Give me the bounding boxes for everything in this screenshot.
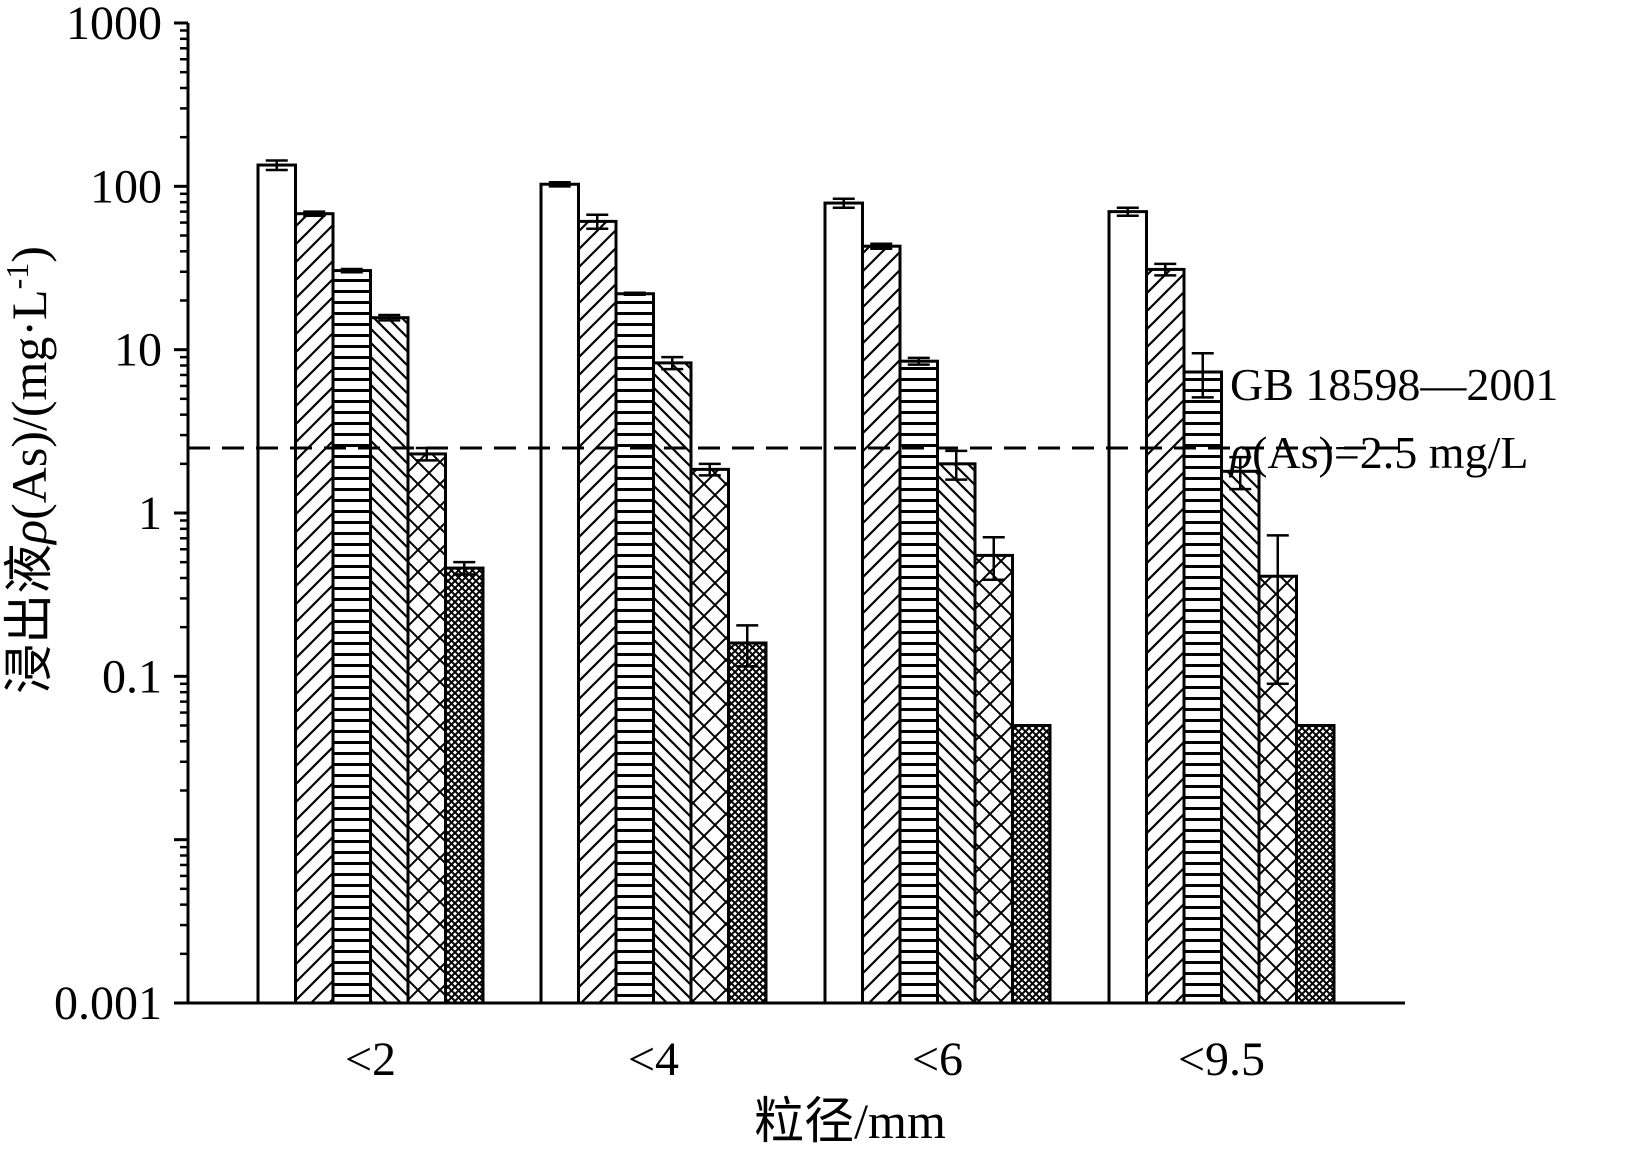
bar-2-4 bbox=[652, 361, 693, 1005]
bar-4-4 bbox=[1220, 469, 1261, 1005]
bar-3-6 bbox=[1011, 724, 1052, 1005]
y-tick-label: 0.1 bbox=[102, 650, 162, 703]
bar-3-5 bbox=[973, 553, 1014, 1005]
bar-3-2 bbox=[861, 244, 902, 1005]
bar-3-1 bbox=[823, 201, 864, 1005]
bar-4-6 bbox=[1295, 724, 1336, 1005]
x-tick-label: <9.5 bbox=[1178, 1033, 1265, 1086]
y-tick-label: 10 bbox=[114, 324, 162, 377]
x-tick-label: <2 bbox=[345, 1033, 396, 1086]
axes-layer: <2 <4 <6 <9.5 0.001 0.1 1 10 100 1000 bbox=[54, 0, 1405, 1086]
x-tick-label: <4 bbox=[628, 1033, 679, 1086]
bar-1-5 bbox=[406, 452, 447, 1005]
bar-1-1 bbox=[256, 163, 297, 1005]
y-tick-label: 100 bbox=[90, 160, 162, 213]
y-tick-label: 1000 bbox=[66, 0, 162, 50]
bar-4-2 bbox=[1145, 267, 1186, 1005]
bar-1-6 bbox=[444, 566, 485, 1005]
bar-2-2 bbox=[577, 219, 618, 1005]
y-tick-label: 0.001 bbox=[54, 977, 162, 1030]
x-axis-title: 粒径/mm bbox=[754, 1093, 946, 1149]
bar-3-4 bbox=[936, 462, 977, 1005]
bar-1-2 bbox=[294, 212, 335, 1005]
y-axis-title: 浸出液ρ(As)/(mg·L-1) bbox=[0, 246, 57, 694]
reference-label-line1: GB 18598—2001 bbox=[1230, 359, 1558, 410]
x-tick-label: <6 bbox=[912, 1033, 963, 1086]
bar-3-3 bbox=[898, 359, 939, 1005]
reference-label-line2: ρ(As)=2.5 mg/L bbox=[1228, 427, 1528, 478]
bar-2-3 bbox=[614, 292, 655, 1005]
bar-4-3 bbox=[1182, 370, 1223, 1005]
bar-4-1 bbox=[1107, 210, 1148, 1005]
bar-1-3 bbox=[331, 269, 372, 1005]
bar-2-5 bbox=[689, 467, 730, 1005]
bar-2-1 bbox=[539, 182, 580, 1005]
bar-2-6 bbox=[727, 641, 768, 1005]
bars-layer bbox=[256, 159, 1336, 1005]
y-tick-label: 1 bbox=[138, 487, 162, 540]
bar-1-4 bbox=[369, 316, 410, 1005]
